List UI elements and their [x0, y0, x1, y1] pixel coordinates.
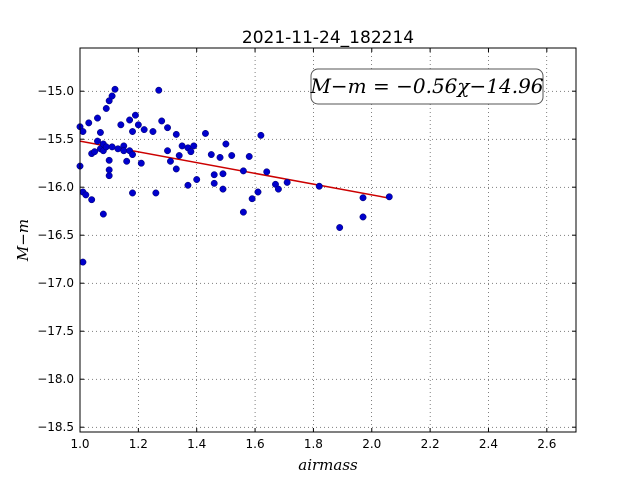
data-point [152, 189, 160, 197]
data-point [105, 166, 113, 174]
data-point [137, 159, 145, 167]
data-point [283, 178, 291, 186]
data-point [102, 105, 110, 112]
data-point [245, 153, 253, 160]
data-point [254, 188, 262, 196]
data-points [76, 85, 393, 266]
plot-frame [79, 47, 577, 433]
data-point [315, 182, 323, 190]
data-point [105, 172, 113, 180]
data-point [158, 117, 166, 125]
data-point [222, 140, 230, 148]
data-point [239, 167, 247, 175]
data-point [172, 165, 180, 173]
y-tick-label: −16.0 [37, 180, 74, 194]
data-point [129, 189, 136, 197]
data-point [207, 151, 215, 159]
data-point [239, 208, 247, 216]
data-point [274, 185, 282, 193]
x-tick-label: 1.6 [246, 437, 265, 451]
fit-annotation: M−m = −0.56χ−14.96 [309, 68, 544, 105]
data-point [129, 128, 136, 135]
data-point [190, 142, 198, 150]
x-tick-label: 1.8 [304, 437, 323, 451]
x-axis-label: airmass [298, 456, 358, 474]
data-point [263, 168, 271, 176]
x-tick-label: 2.6 [537, 437, 556, 451]
data-point [175, 152, 183, 159]
axis-ticks: 1.0 1.2 1.4 1.6 1.8 2.0 2.2 2.4 2.6 −15.0 −15.5 −16… [37, 48, 576, 451]
data-point [359, 194, 367, 202]
data-point [187, 148, 195, 156]
data-point [82, 191, 90, 199]
data-point [94, 137, 101, 145]
data-point [385, 193, 393, 201]
data-point [108, 92, 116, 100]
data-point [120, 147, 128, 155]
annotation-box [310, 68, 544, 105]
data-point [184, 181, 192, 189]
data-point [149, 128, 157, 135]
y-tick-label: −15.0 [37, 84, 74, 98]
x-tick-label: 2.2 [421, 437, 440, 451]
data-point [193, 176, 201, 183]
data-point [94, 114, 101, 122]
data-point [155, 86, 163, 94]
data-point [248, 195, 256, 203]
x-tick-label: 1.2 [129, 437, 148, 451]
data-point [105, 156, 113, 164]
data-point [336, 224, 344, 231]
data-point [216, 153, 224, 161]
data-point [164, 124, 171, 132]
data-point [219, 170, 227, 178]
data-point [117, 121, 125, 129]
data-point [79, 128, 87, 135]
data-point [88, 196, 96, 204]
data-point [99, 210, 107, 218]
data-point [140, 126, 148, 134]
data-point [359, 213, 367, 221]
data-point [210, 171, 218, 179]
data-point [79, 258, 87, 266]
data-point [219, 185, 227, 193]
data-point [202, 129, 209, 137]
data-point [102, 143, 110, 151]
y-tick-label: −18.5 [37, 420, 74, 434]
x-tick-label: 1.0 [70, 437, 89, 451]
data-point [114, 145, 122, 153]
fit-equation: M−m = −0.56χ−14.96 [309, 74, 543, 98]
plot-area [80, 48, 576, 432]
data-point [108, 143, 116, 151]
data-point [172, 130, 180, 138]
data-point [164, 147, 171, 155]
data-point [131, 111, 139, 119]
data-point [178, 142, 186, 150]
y-tick-label: −17.0 [37, 276, 74, 290]
x-tick-label: 2.4 [479, 437, 498, 451]
data-point [129, 151, 136, 159]
x-tick-label: 1.4 [187, 437, 206, 451]
chart-title: 2021-11-24_182214 [242, 28, 414, 48]
data-point [257, 131, 265, 139]
y-tick-label: −15.5 [37, 132, 74, 146]
y-tick-label: −17.5 [37, 324, 74, 338]
y-tick-label: −18.0 [37, 372, 74, 386]
data-point [111, 85, 119, 93]
y-tick-label: −16.5 [37, 228, 74, 242]
data-point [91, 148, 99, 156]
x-tick-label: 2.0 [362, 437, 381, 451]
data-point [85, 119, 93, 127]
data-point [166, 157, 174, 165]
data-point [123, 157, 131, 165]
data-point [96, 129, 104, 136]
data-point [126, 116, 134, 124]
y-axis-label: M−m [14, 219, 32, 262]
data-point [210, 179, 218, 187]
data-point [228, 152, 236, 159]
data-point [134, 121, 142, 129]
